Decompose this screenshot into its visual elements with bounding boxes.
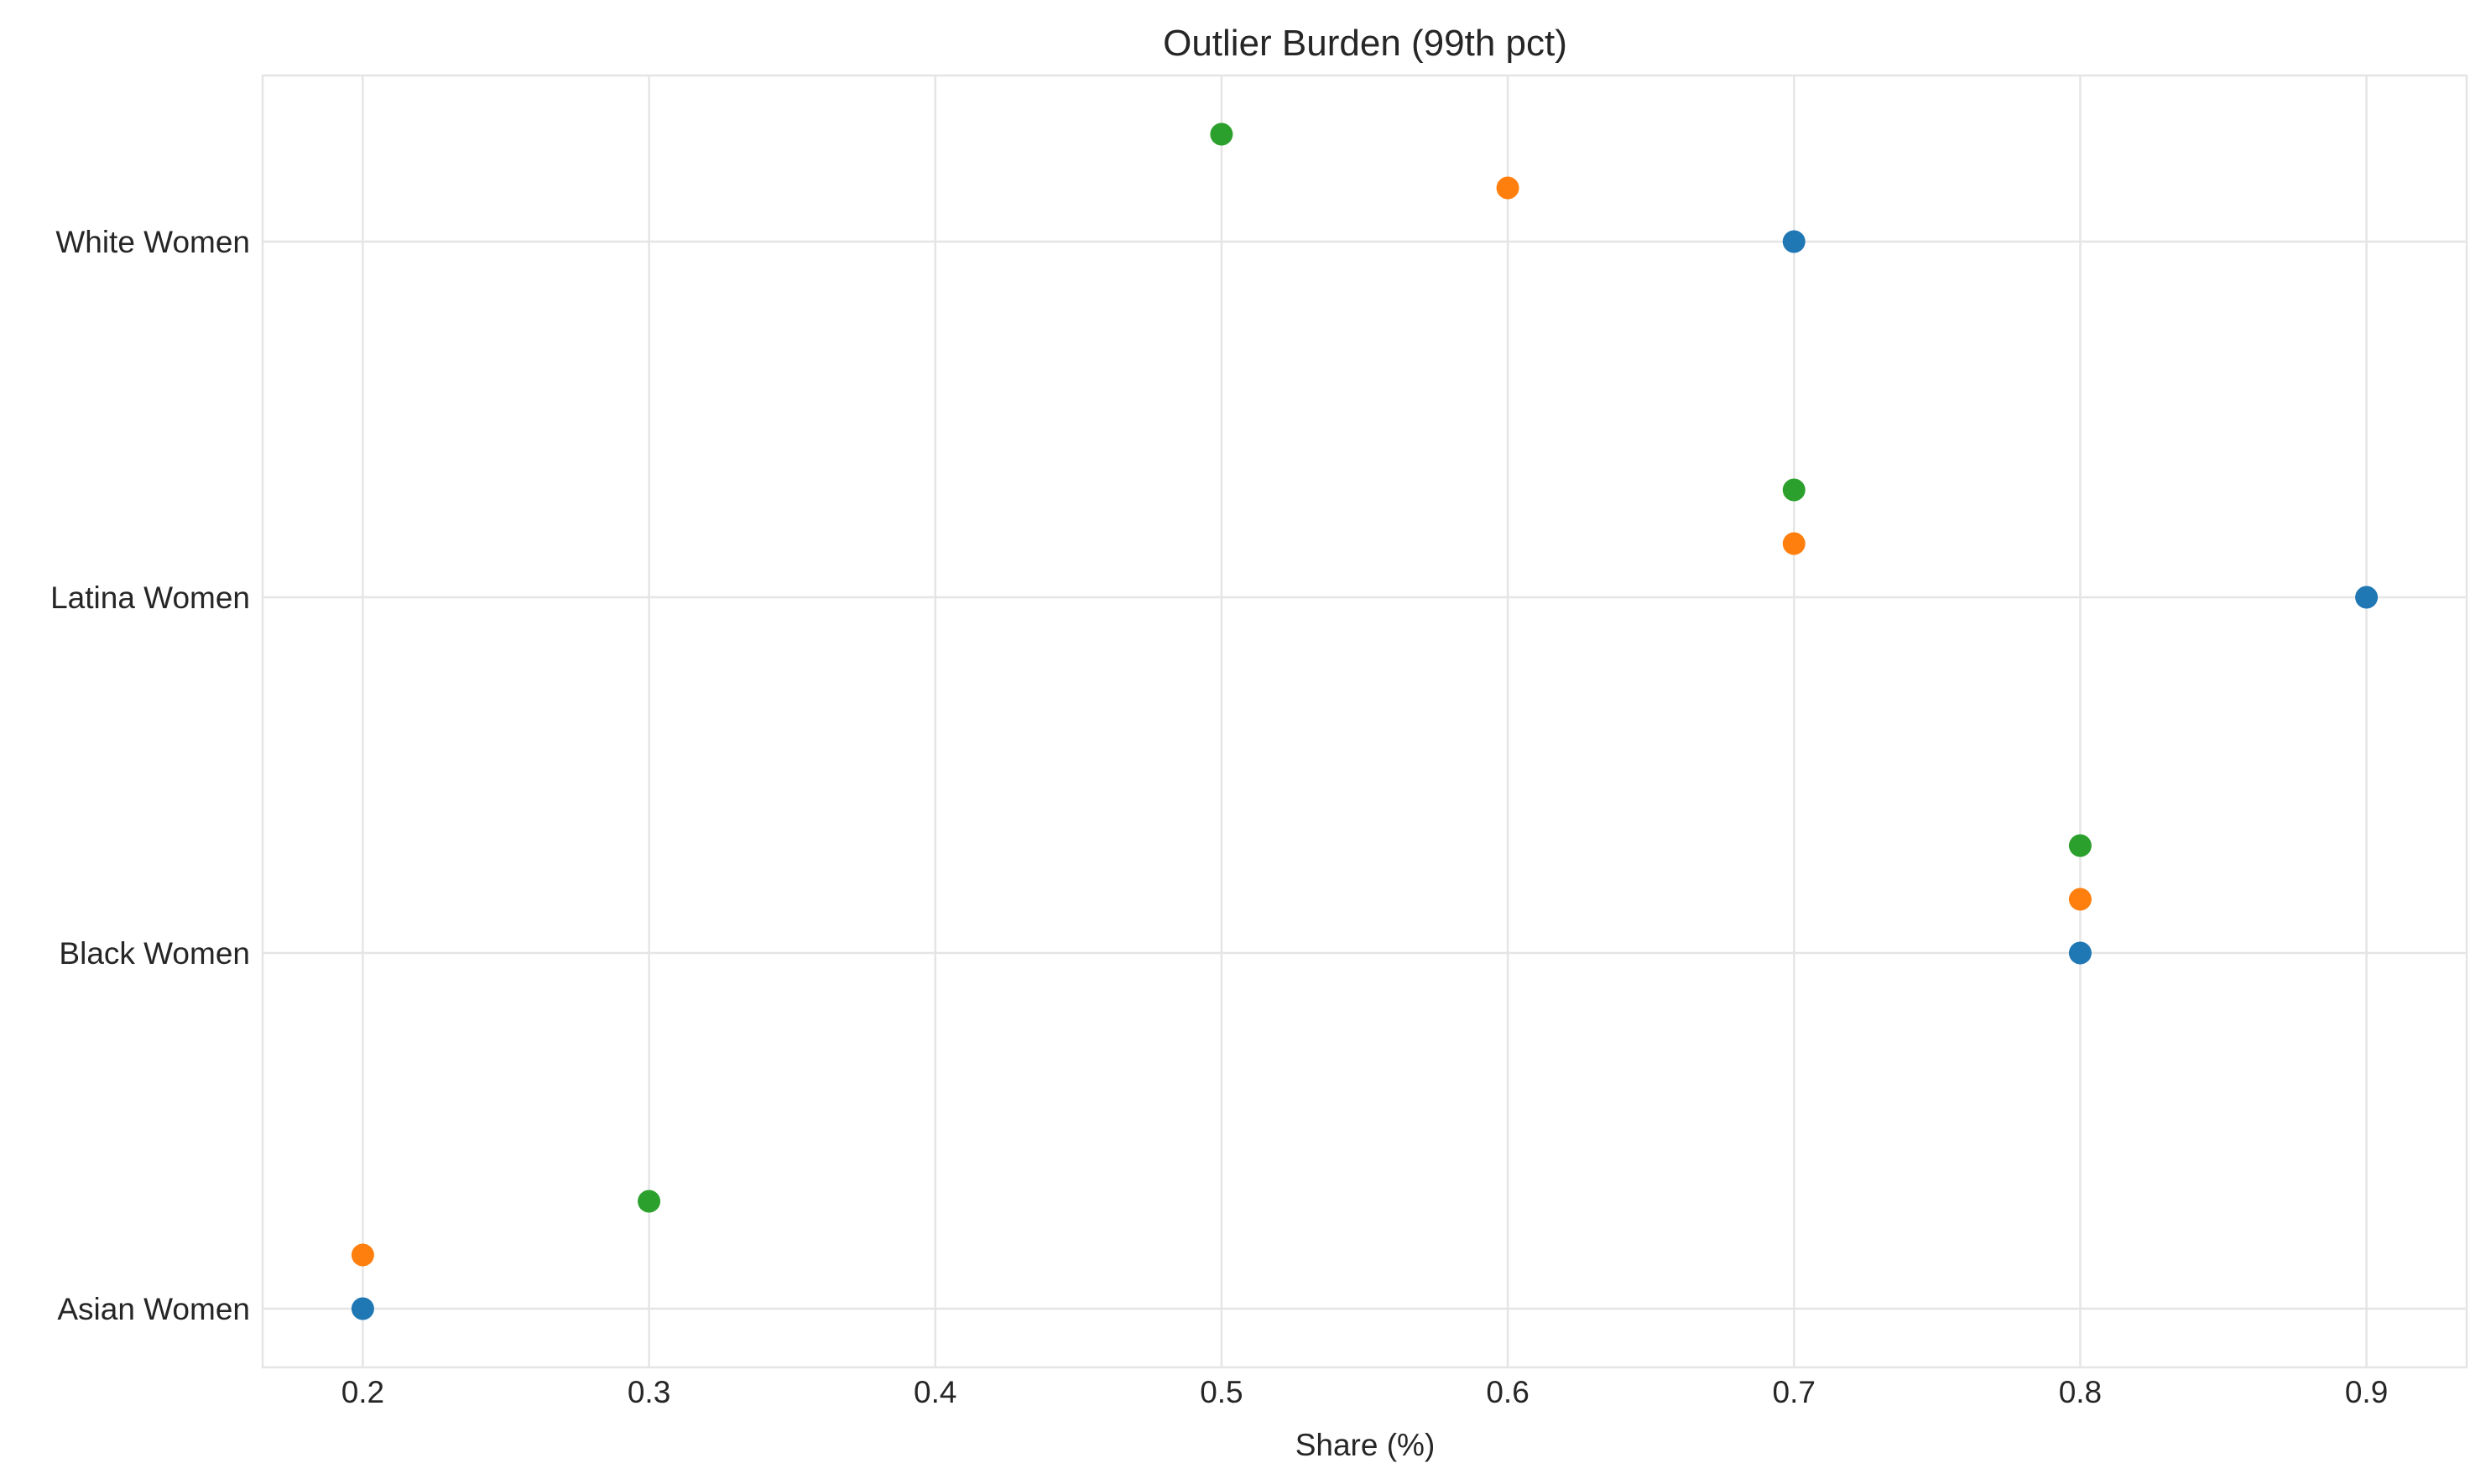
x-tick-label: 0.7 [1773,1375,1816,1409]
data-point [351,1297,374,1320]
x-axis-label: Share (%) [1295,1428,1436,1462]
x-tick-label: 0.6 [1486,1375,1529,1409]
y-tick-label: Asian Women [57,1292,250,1326]
y-tick-label: Latina Women [50,581,250,615]
chart-title: Outlier Burden (99th pct) [1163,23,1567,64]
y-tick-label: Black Women [59,936,250,971]
data-point [1210,122,1233,146]
data-points [351,122,2379,1320]
data-point [1782,478,1806,502]
data-point [351,1243,374,1267]
data-point [1496,176,1519,200]
data-point [638,1190,661,1213]
data-point [2068,941,2092,965]
x-tick-label: 0.5 [1200,1375,1243,1409]
x-tick-label: 0.4 [914,1375,956,1409]
y-tick-label: White Women [55,225,250,259]
data-point [1782,230,1806,253]
x-tick-labels: 0.2 0.3 0.4 0.5 0.6 0.7 0.8 0.9 [341,1375,2389,1409]
data-point [2068,834,2092,857]
data-point [2355,586,2379,609]
x-tick-label: 0.2 [341,1375,384,1409]
x-tick-label: 0.3 [628,1375,670,1409]
y-tick-labels: Asian Women Black Women Latina Women White … [50,225,250,1326]
data-point [2068,888,2092,911]
x-tick-label: 0.8 [2059,1375,2102,1409]
plot-frame [261,74,2468,1369]
grid [263,76,2467,1367]
data-point [1782,532,1806,555]
x-tick-label: 0.9 [2345,1375,2388,1409]
